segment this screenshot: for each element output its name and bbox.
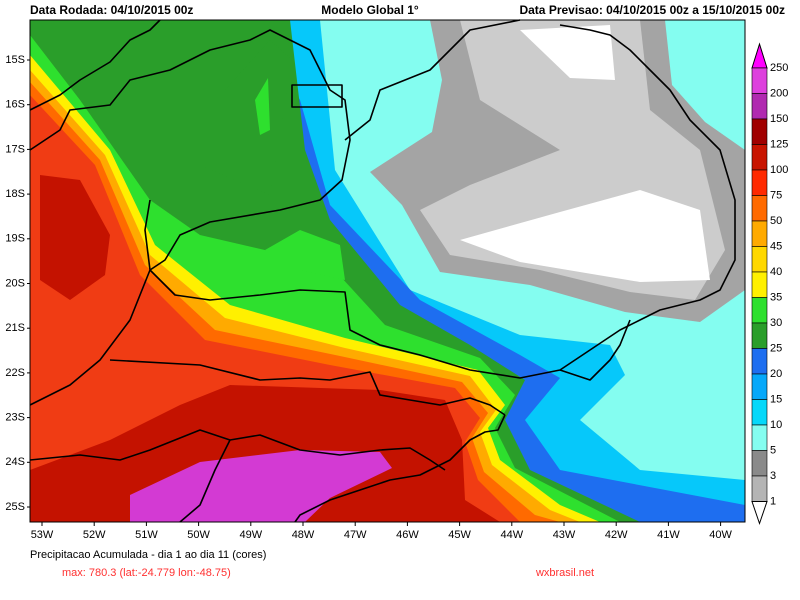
colorbar-segment xyxy=(751,144,768,171)
colorbar-top xyxy=(751,42,768,69)
run-date: Data Rodada: 04/10/2015 00z xyxy=(30,3,193,17)
colorbar-label: 75 xyxy=(770,189,782,201)
colorbar-segment xyxy=(751,424,768,451)
colorbar-label: 40 xyxy=(770,266,782,278)
colorbar: 250 200 150 125 100 75 50 45 40 35 30 25 20 15 10 5 3 1 xyxy=(751,42,788,526)
colorbar-label: 45 xyxy=(770,240,782,252)
lat-label: 20S xyxy=(5,277,25,289)
colorbar-segment xyxy=(751,475,768,502)
latitude-labels: 15S 16S 17S 18S 19S 20S 21S 22S 23S 24S 25S xyxy=(5,54,30,513)
lon-label: 47W xyxy=(344,529,367,541)
lon-label: 52W xyxy=(83,529,106,541)
lon-label: 49W xyxy=(239,529,262,541)
lon-label: 53W xyxy=(31,529,54,541)
forecast-period: Data Previsao: 04/10/2015 00z a 15/10/20… xyxy=(519,3,785,17)
colorbar-segment xyxy=(751,246,768,273)
lat-label: 24S xyxy=(5,456,25,468)
model-name: Modelo Global 1° xyxy=(321,3,419,17)
colorbar-segment xyxy=(751,373,768,400)
lat-label: 16S xyxy=(5,99,25,111)
lon-label: 40W xyxy=(709,529,732,541)
precip-field xyxy=(30,20,745,522)
longitude-labels: 53W 52W 51W 50W 49W 48W 47W 46W 45W 44W 43W 42W 41W 4… xyxy=(31,522,733,541)
footer-title: Precipitacao Acumulada - dia 1 ao dia 11… xyxy=(30,549,266,561)
lon-label: 46W xyxy=(396,529,419,541)
colorbar-label: 50 xyxy=(770,215,782,227)
colorbar-segment xyxy=(751,399,768,426)
colorbar-segment xyxy=(751,322,768,349)
lat-label: 25S xyxy=(5,501,25,513)
colorbar-bottom xyxy=(751,501,768,526)
lon-label: 43W xyxy=(553,529,576,541)
lon-label: 42W xyxy=(605,529,628,541)
colorbar-segment xyxy=(751,195,768,222)
colorbar-label: 35 xyxy=(770,291,782,303)
lat-label: 23S xyxy=(5,412,25,424)
colorbar-segment xyxy=(751,67,768,94)
colorbar-label: 250 xyxy=(770,62,788,74)
lon-label: 44W xyxy=(500,529,523,541)
colorbar-label: 20 xyxy=(770,368,782,380)
state-borders xyxy=(29,19,736,523)
colorbar-label: 15 xyxy=(770,393,782,405)
lat-label: 21S xyxy=(5,322,25,334)
lon-label: 51W xyxy=(135,529,158,541)
lat-label: 19S xyxy=(5,233,25,245)
colorbar-segment xyxy=(751,93,768,120)
lon-label: 45W xyxy=(448,529,471,541)
lat-label: 18S xyxy=(5,188,25,200)
lon-label: 48W xyxy=(292,529,315,541)
lat-label: 17S xyxy=(5,143,25,155)
colorbar-segment xyxy=(751,348,768,375)
colorbar-label: 1 xyxy=(770,495,776,507)
map-frame xyxy=(29,19,746,523)
colorbar-segment xyxy=(751,271,768,298)
colorbar-label: 30 xyxy=(770,317,782,329)
colorbar-label: 25 xyxy=(770,342,782,354)
colorbar-label: 100 xyxy=(770,164,788,176)
colorbar-segment xyxy=(751,118,768,145)
colorbar-label: 150 xyxy=(770,113,788,125)
colorbar-label: 3 xyxy=(770,470,776,482)
colorbar-segment xyxy=(751,220,768,247)
footer-site: wxbrasil.net xyxy=(535,567,594,579)
lon-label: 41W xyxy=(657,529,680,541)
colorbar-label: 10 xyxy=(770,419,782,431)
colorbar-label: 5 xyxy=(770,444,776,456)
lon-label: 50W xyxy=(187,529,210,541)
lat-label: 15S xyxy=(5,54,25,66)
colorbar-label: 125 xyxy=(770,138,788,150)
colorbar-segment xyxy=(751,169,768,196)
colorbar-segment xyxy=(751,450,768,477)
colorbar-segment xyxy=(751,297,768,324)
colorbar-label: 200 xyxy=(770,87,788,99)
lat-label: 22S xyxy=(5,367,25,379)
footer-max: max: 780.3 (lat:-24.779 lon:-48.75) xyxy=(62,567,231,579)
